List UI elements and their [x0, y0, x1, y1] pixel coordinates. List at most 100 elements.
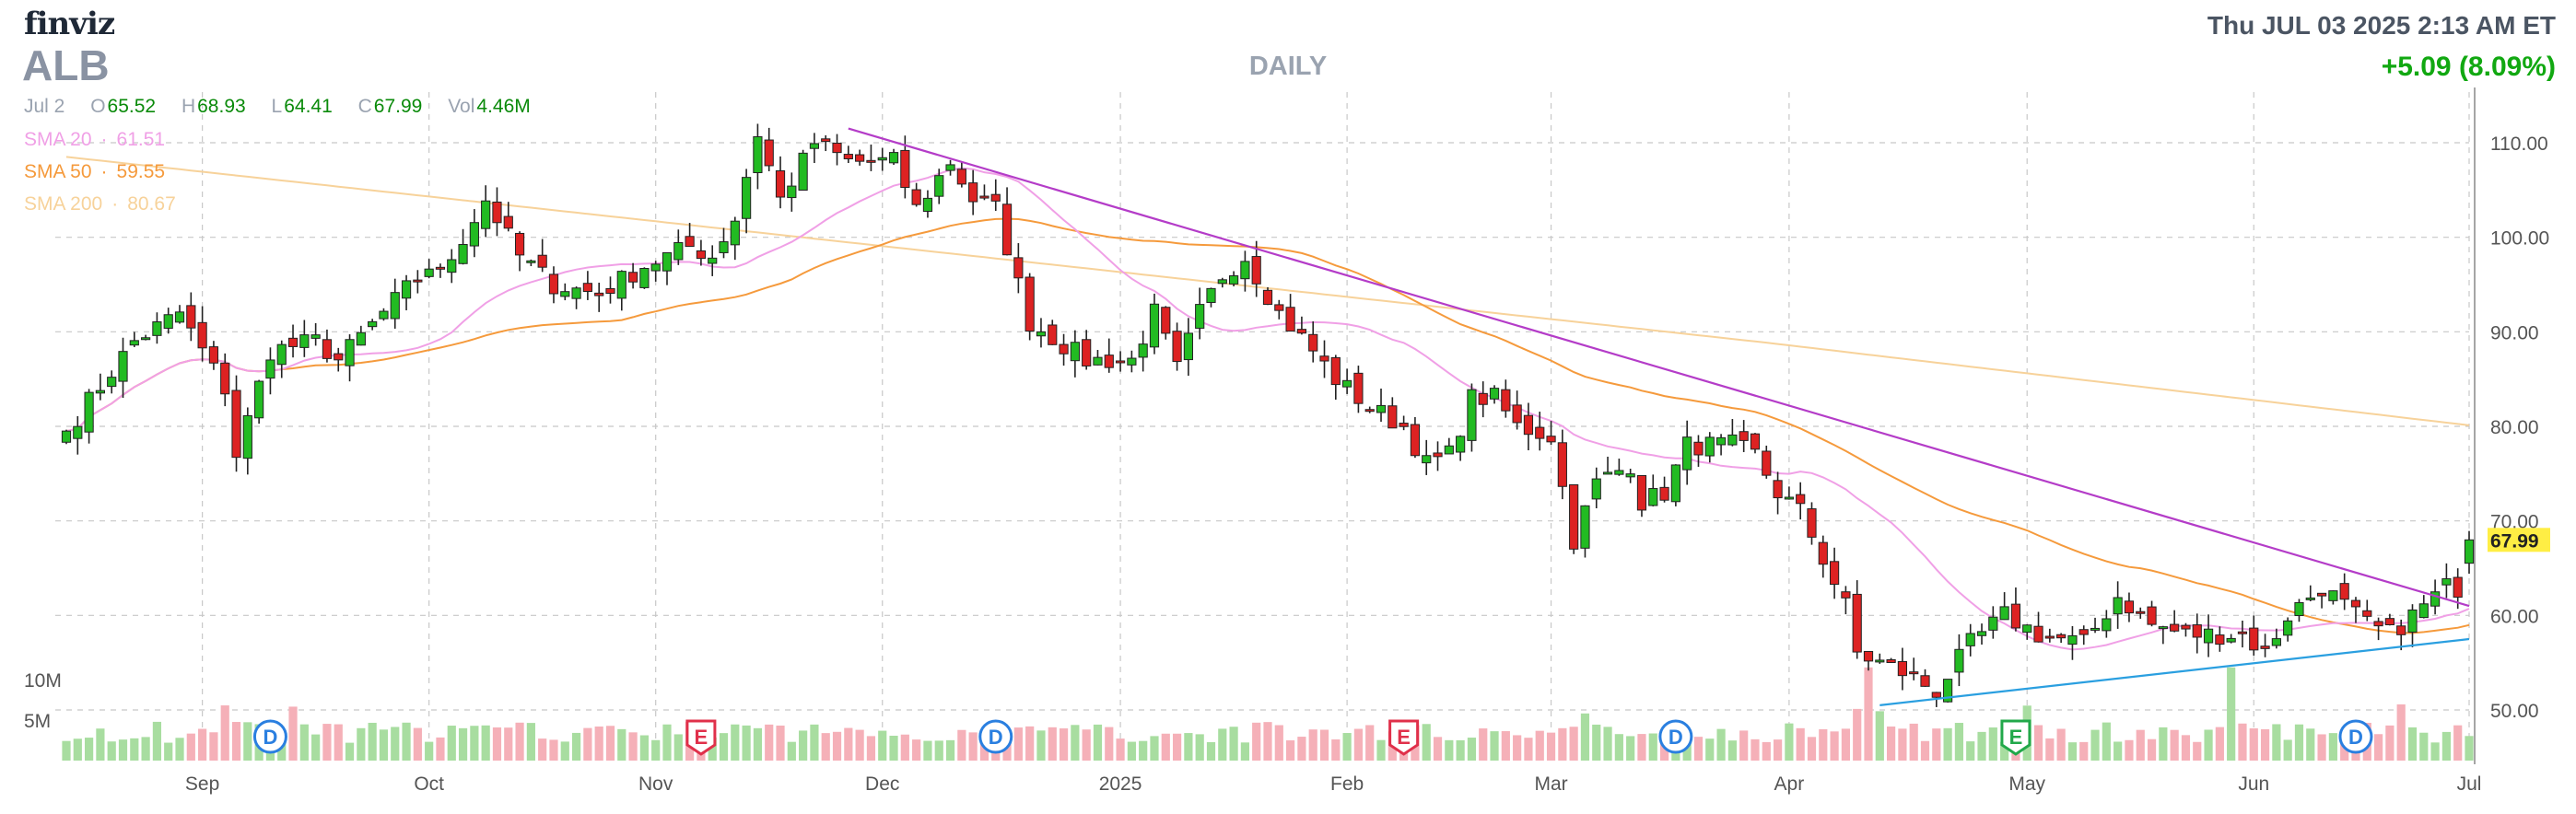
volume-bar — [1467, 738, 1477, 761]
candle-body — [1330, 356, 1341, 386]
candle-body — [1228, 275, 1239, 285]
x-tick-label: Sep — [185, 773, 219, 795]
candle-body — [1319, 355, 1329, 362]
candle-body — [2373, 621, 2383, 627]
event-label: E — [1397, 726, 1411, 749]
volume-bar — [2102, 722, 2111, 761]
volume-bar — [1648, 733, 1657, 761]
candle-body — [95, 390, 106, 394]
volume-bar — [1727, 740, 1737, 761]
candle-body — [1693, 441, 1704, 456]
candle-body — [1285, 307, 1295, 332]
volume-bar — [1920, 740, 1930, 761]
candle-body — [650, 263, 661, 272]
candle-body — [299, 334, 310, 348]
candle-body — [2305, 597, 2315, 600]
candle-body — [1206, 287, 1216, 303]
earnings-marker[interactable]: E — [685, 719, 717, 756]
earnings-marker[interactable]: E — [2000, 719, 2032, 756]
candle-body — [2124, 600, 2135, 614]
volume-bar — [2181, 735, 2191, 761]
volume-bar — [2249, 728, 2258, 761]
dividend-marker[interactable]: D — [978, 719, 1013, 754]
x-tick-label: 2025 — [1099, 773, 1142, 795]
volume-bar — [1071, 725, 1080, 761]
volume-bar — [322, 724, 332, 761]
dividend-marker[interactable]: D — [1658, 719, 1693, 754]
volume-bar — [742, 725, 751, 761]
event-label: E — [2009, 726, 2023, 749]
volume-bar — [1365, 725, 1375, 761]
volume-bar — [1331, 738, 1341, 761]
x-tick-label: Dec — [865, 773, 899, 795]
volume-bar — [231, 722, 241, 761]
y-tick-label: 100.00 — [2490, 228, 2549, 250]
candle-body — [1013, 257, 1024, 279]
candle-body — [855, 154, 865, 162]
dividend-marker[interactable]: D — [2338, 719, 2373, 754]
candle-body — [753, 136, 763, 174]
candlesticks — [61, 123, 2475, 707]
volume-bar — [1116, 738, 1125, 761]
volume-bar — [2000, 741, 2009, 761]
volume-bar — [1626, 736, 1635, 761]
candle-body — [322, 339, 333, 359]
volume-bar — [2441, 731, 2451, 761]
candle-body — [1501, 389, 1511, 412]
candle-body — [1308, 333, 1318, 352]
candle-body — [1082, 339, 1092, 366]
candle-body — [685, 236, 695, 248]
candle-body — [1444, 445, 1454, 455]
candle-body — [1704, 436, 1715, 457]
candle-body — [2430, 591, 2441, 607]
candle-body — [2010, 603, 2021, 629]
candle-body — [492, 201, 502, 224]
volume-bar — [2238, 723, 2247, 761]
candle-body — [1931, 692, 1941, 698]
volume-bar — [787, 741, 796, 761]
volume-bar — [1807, 737, 1817, 761]
dividend-icon — [1658, 719, 1693, 754]
sma200-value: 80.67 — [127, 193, 176, 215]
volume-bar — [1308, 729, 1317, 761]
last-price-tag — [2488, 528, 2550, 552]
candle-body — [1682, 436, 1692, 471]
candle-body — [1614, 470, 1624, 475]
volume-bar — [2090, 729, 2100, 761]
volume-bar — [810, 724, 819, 761]
finviz-logo[interactable]: finviz — [24, 6, 115, 42]
x-tick-label: Oct — [414, 773, 444, 795]
candle-body — [84, 391, 94, 433]
candle-body — [708, 257, 718, 264]
volume-bar — [1785, 723, 1794, 761]
volume-bar — [538, 738, 547, 761]
volume-bar — [311, 734, 321, 761]
candle-body — [174, 311, 185, 323]
volume-bar — [1513, 735, 1522, 761]
candle-body — [2181, 624, 2191, 630]
candle-body — [1410, 424, 1421, 457]
candle-body — [1954, 648, 1964, 673]
candle-body — [287, 337, 299, 347]
candle-body — [356, 331, 366, 346]
candle-body — [662, 251, 673, 272]
x-tick-label: Feb — [1330, 773, 1364, 795]
volume-bar — [1592, 724, 1601, 761]
candle-body — [2158, 626, 2168, 630]
dividend-marker[interactable]: D — [252, 719, 287, 754]
volume-bar — [2159, 727, 2168, 761]
sma200-label: SMA 200 — [24, 193, 103, 215]
volume-bar — [1433, 737, 1443, 761]
candle-body — [1478, 392, 1488, 405]
candle-body — [197, 321, 207, 349]
volume-bar — [912, 739, 921, 761]
volume-bar — [2147, 738, 2157, 761]
candle-body — [1943, 679, 1953, 703]
candle-body — [1172, 331, 1182, 363]
candle-body — [639, 268, 650, 288]
volume-bar — [2453, 725, 2463, 761]
volume-bar — [1286, 740, 1295, 761]
earnings-marker[interactable]: E — [1388, 719, 1420, 756]
